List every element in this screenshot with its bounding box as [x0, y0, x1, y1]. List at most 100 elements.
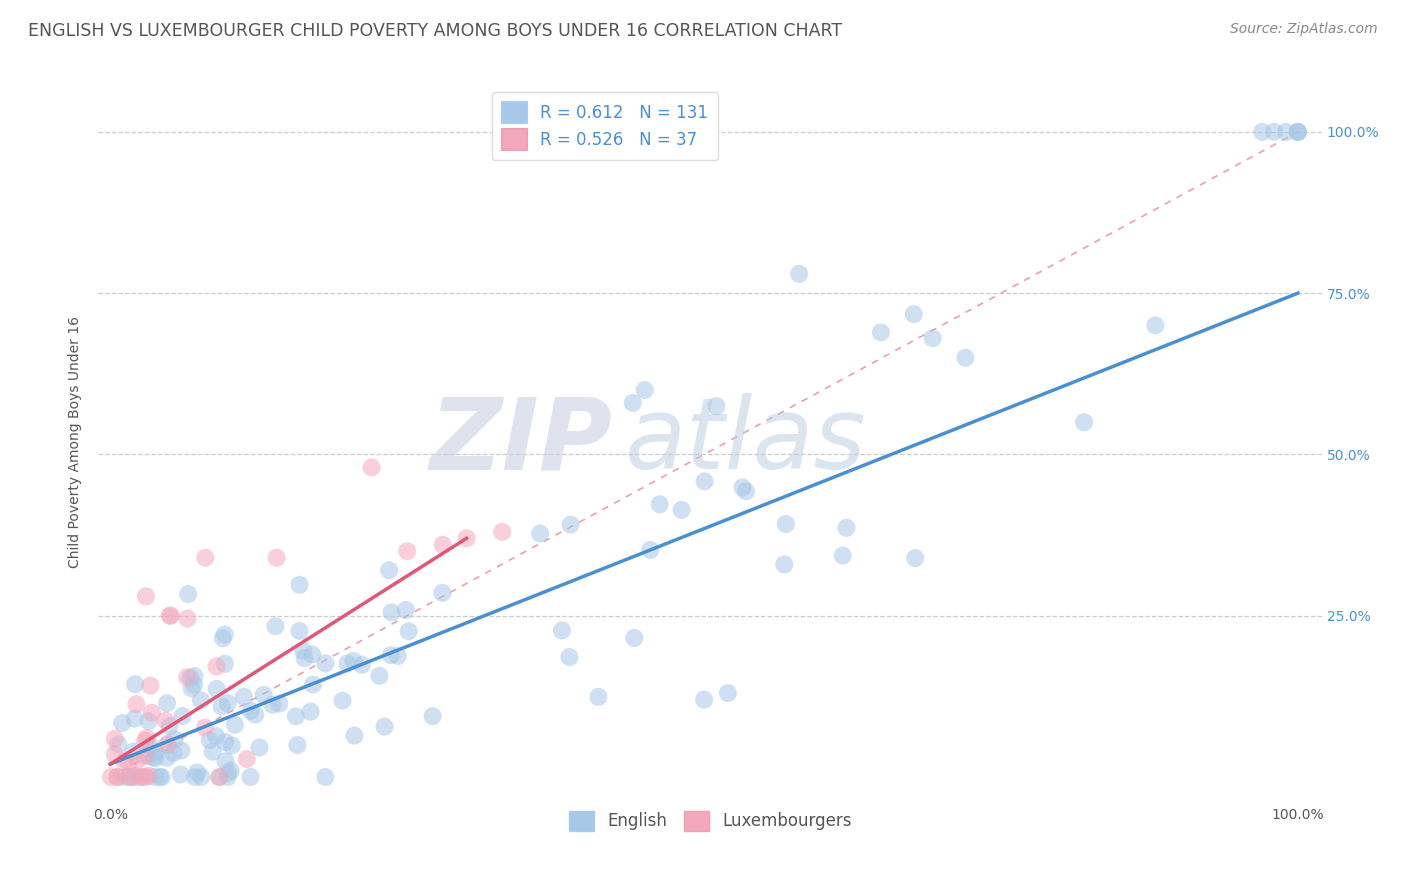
Point: [380, 648, 402, 662]
Point: [380, 606, 402, 620]
Point: [288, 624, 311, 638]
Point: [301, 648, 323, 662]
Point: [214, 657, 236, 671]
Point: [135, 731, 157, 745]
Point: [638, 543, 661, 558]
Point: [396, 544, 419, 558]
Point: [314, 657, 336, 671]
Point: [135, 770, 157, 784]
Point: [190, 693, 212, 707]
Point: [253, 688, 276, 702]
Point: [124, 712, 146, 726]
Point: [169, 767, 191, 781]
Y-axis label: Child Poverty Among Boys Under 16: Child Poverty Among Boys Under 16: [69, 316, 83, 567]
Point: [212, 632, 235, 646]
Point: [141, 706, 163, 720]
Point: [131, 770, 153, 784]
Point: [107, 770, 129, 784]
Point: [205, 729, 228, 743]
Point: [156, 696, 179, 710]
Point: [190, 770, 212, 784]
Point: [114, 755, 136, 769]
Point: [159, 608, 181, 623]
Point: [160, 608, 183, 623]
Point: [118, 770, 141, 784]
Point: [159, 719, 181, 733]
Point: [105, 770, 128, 784]
Point: [134, 734, 156, 748]
Point: [693, 692, 716, 706]
Point: [127, 753, 149, 767]
Point: [551, 624, 574, 638]
Point: [208, 770, 231, 784]
Point: [706, 399, 728, 413]
Legend: English, Luxembourgers: English, Luxembourgers: [562, 805, 858, 838]
Point: [142, 750, 165, 764]
Point: [156, 738, 179, 752]
Point: [648, 497, 671, 511]
Point: [1275, 125, 1298, 139]
Point: [155, 714, 177, 728]
Point: [201, 745, 224, 759]
Point: [491, 524, 513, 539]
Point: [693, 475, 716, 489]
Point: [124, 769, 146, 783]
Point: [264, 619, 287, 633]
Point: [232, 690, 254, 704]
Point: [176, 670, 198, 684]
Point: [294, 651, 316, 665]
Point: [314, 770, 336, 784]
Point: [194, 721, 217, 735]
Point: [350, 657, 373, 672]
Point: [217, 770, 239, 784]
Point: [288, 578, 311, 592]
Point: [302, 677, 325, 691]
Point: [183, 669, 205, 683]
Point: [287, 738, 309, 752]
Point: [395, 603, 418, 617]
Point: [139, 679, 162, 693]
Point: [422, 709, 444, 723]
Point: [170, 743, 193, 757]
Point: [1073, 415, 1095, 429]
Point: [177, 587, 200, 601]
Point: [1263, 125, 1285, 139]
Point: [623, 631, 645, 645]
Point: [373, 720, 395, 734]
Point: [224, 718, 246, 732]
Point: [717, 686, 740, 700]
Point: [134, 748, 156, 763]
Point: [186, 765, 208, 780]
Point: [143, 770, 166, 784]
Point: [262, 698, 284, 712]
Point: [139, 739, 162, 753]
Point: [104, 747, 127, 762]
Point: [1251, 125, 1274, 139]
Point: [239, 770, 262, 784]
Point: [122, 770, 145, 784]
Point: [955, 351, 977, 365]
Point: [1286, 125, 1309, 139]
Point: [205, 659, 228, 673]
Point: [180, 681, 202, 696]
Point: [118, 755, 141, 769]
Point: [634, 383, 657, 397]
Point: [299, 705, 322, 719]
Point: [1144, 318, 1167, 333]
Point: [114, 770, 136, 784]
Point: [284, 709, 307, 723]
Point: [266, 550, 288, 565]
Point: [921, 331, 943, 345]
Point: [104, 731, 127, 746]
Point: [731, 480, 754, 494]
Point: [100, 770, 122, 784]
Point: [904, 551, 927, 566]
Point: [107, 737, 129, 751]
Point: [360, 460, 382, 475]
Point: [111, 716, 134, 731]
Point: [219, 764, 242, 778]
Point: [138, 749, 160, 764]
Point: [211, 699, 233, 714]
Point: [368, 669, 391, 683]
Point: [205, 681, 228, 696]
